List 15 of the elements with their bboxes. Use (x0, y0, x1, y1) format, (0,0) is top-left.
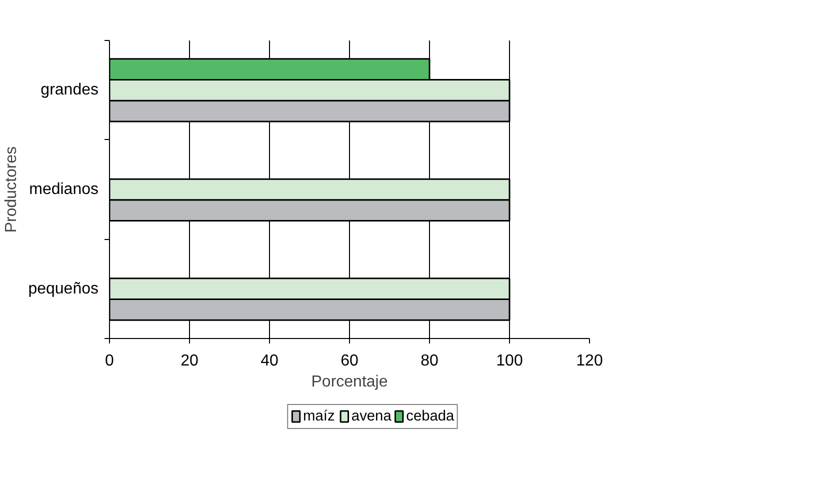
x-tick-label: 80 (420, 352, 438, 370)
y-tick-label: medianos (29, 181, 98, 198)
y-tick-label: grandes (40, 82, 99, 99)
x-tick-label: 60 (340, 352, 358, 370)
legend-label: maíz (303, 408, 335, 424)
x-tick-label: 100 (496, 352, 523, 370)
legend-label: cebada (406, 408, 456, 424)
y-tick-label: pequeños (28, 280, 99, 298)
x-tick-label: 120 (576, 352, 603, 370)
x-tick-label: 20 (180, 352, 198, 370)
legend-label: avena (351, 408, 392, 424)
y-axis-title: Productores (3, 146, 20, 233)
x-tick-label: 0 (105, 352, 114, 370)
x-tick-label: 40 (260, 352, 278, 370)
x-axis-title: Porcentaje (311, 374, 388, 390)
